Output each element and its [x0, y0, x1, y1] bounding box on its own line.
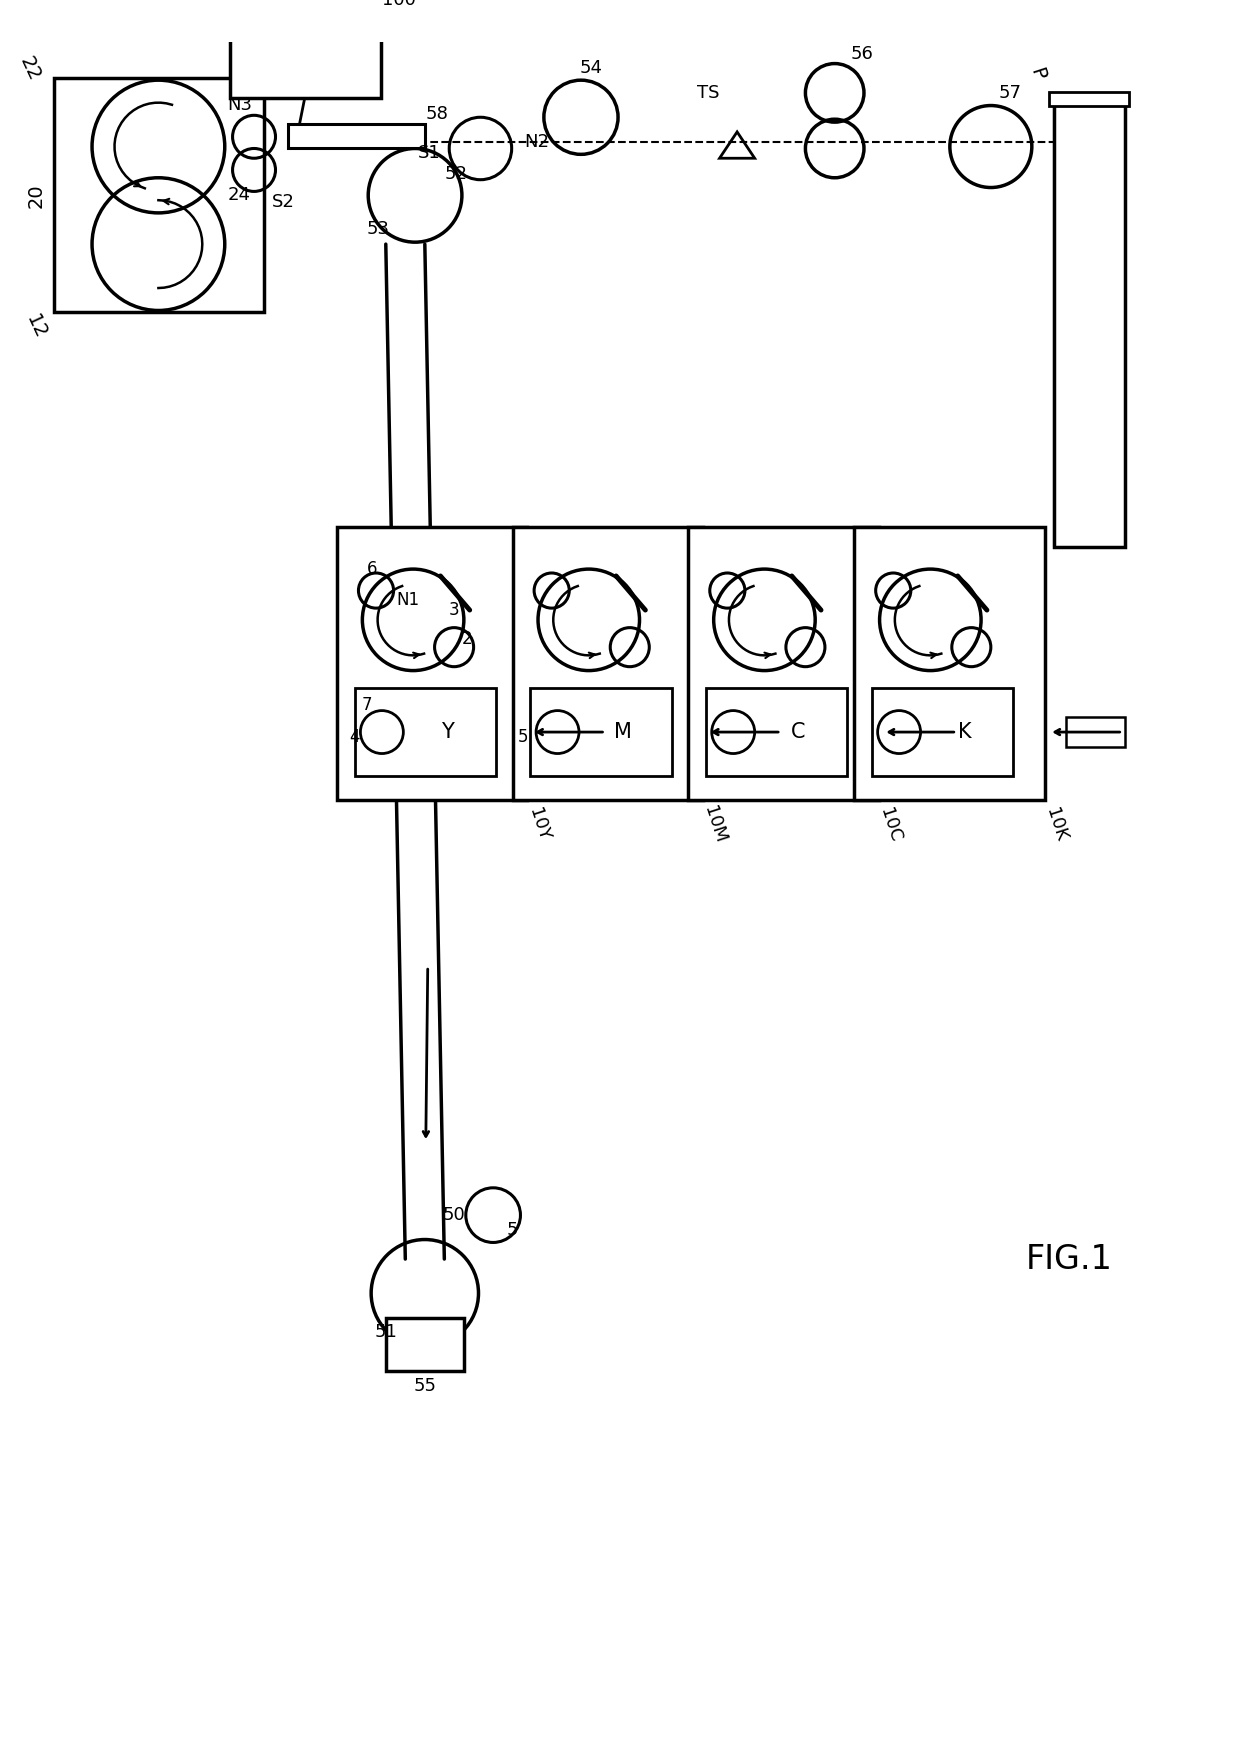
- Text: 51: 51: [374, 1322, 397, 1342]
- Text: 10C: 10C: [877, 805, 904, 844]
- Bar: [900, 718, 959, 746]
- Bar: [854, 528, 1044, 800]
- Text: 10K: 10K: [1043, 805, 1070, 844]
- Text: N2: N2: [525, 133, 549, 150]
- Bar: [706, 688, 847, 776]
- Text: 24: 24: [228, 187, 250, 204]
- Bar: [549, 718, 608, 746]
- Bar: [229, 5, 381, 98]
- Text: 58: 58: [425, 105, 448, 124]
- Text: K: K: [957, 722, 971, 742]
- Text: 4: 4: [350, 728, 360, 746]
- Text: 57: 57: [999, 84, 1022, 101]
- Text: S2: S2: [272, 194, 295, 211]
- Text: M: M: [614, 722, 632, 742]
- Text: 3: 3: [449, 601, 459, 618]
- Text: N1: N1: [397, 590, 420, 610]
- Bar: [872, 688, 1013, 776]
- Text: 56: 56: [851, 45, 873, 63]
- Text: 100: 100: [382, 0, 415, 9]
- Bar: [531, 688, 672, 776]
- Bar: [386, 1317, 464, 1371]
- Bar: [1054, 98, 1125, 547]
- Bar: [512, 528, 703, 800]
- Bar: [55, 79, 264, 313]
- Bar: [288, 124, 425, 148]
- Text: 52: 52: [445, 164, 467, 183]
- Text: N3: N3: [227, 96, 252, 114]
- Text: TS: TS: [697, 84, 719, 101]
- Bar: [1049, 93, 1130, 105]
- Bar: [688, 528, 879, 800]
- Text: P: P: [1025, 65, 1048, 82]
- Text: 50: 50: [443, 1205, 465, 1225]
- Text: 10M: 10M: [701, 804, 729, 846]
- Text: 20: 20: [27, 183, 46, 208]
- Text: Y: Y: [441, 722, 454, 742]
- Text: 55: 55: [413, 1377, 436, 1394]
- Text: 53: 53: [367, 220, 389, 239]
- Text: FIG.1: FIG.1: [1025, 1242, 1112, 1275]
- Bar: [337, 528, 527, 800]
- Bar: [355, 688, 496, 776]
- Text: C: C: [791, 722, 806, 742]
- Text: 7: 7: [362, 695, 372, 715]
- Text: 6: 6: [367, 561, 377, 578]
- Text: 54: 54: [579, 59, 603, 77]
- Text: S1: S1: [418, 145, 441, 162]
- Bar: [724, 718, 782, 746]
- Bar: [1066, 718, 1125, 746]
- Text: 2: 2: [461, 631, 472, 648]
- Text: 22: 22: [16, 52, 43, 84]
- Text: 5: 5: [518, 728, 528, 746]
- Text: 10Y: 10Y: [526, 805, 553, 844]
- Text: 12: 12: [22, 313, 51, 342]
- Text: 5: 5: [507, 1221, 518, 1239]
